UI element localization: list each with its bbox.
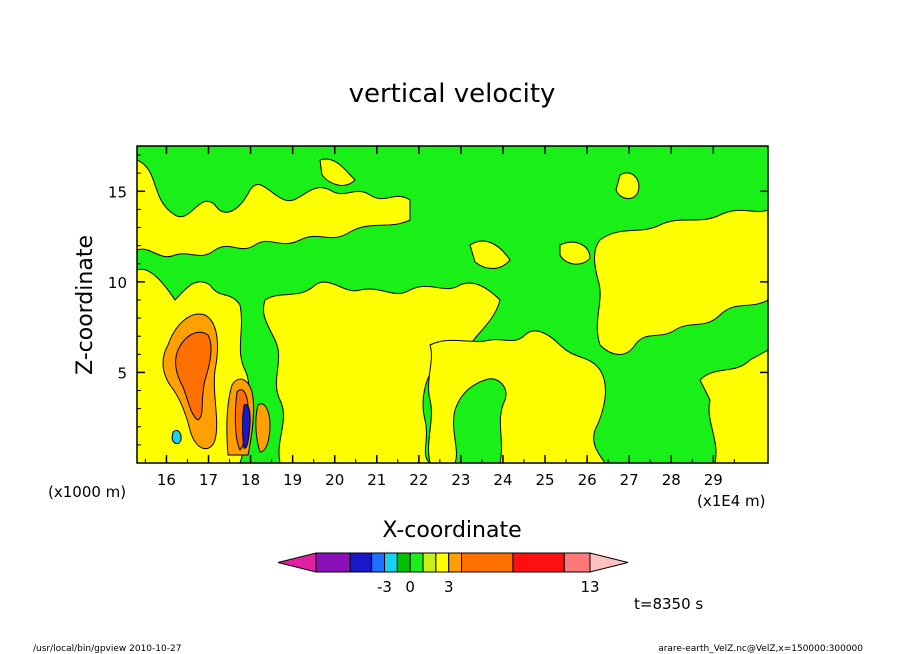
time-label: t=8350 s — [634, 595, 703, 613]
x-axis-label: X-coordinate — [382, 518, 521, 543]
x-tick-label: 27 — [620, 471, 639, 489]
y-axis-label: Z-coordinate — [73, 235, 98, 375]
x-tick-label: 29 — [704, 471, 723, 489]
x-tick-label: 21 — [367, 471, 386, 489]
colorbar-high-arrow — [589, 552, 629, 573]
yellow-region — [428, 330, 606, 463]
x-axis: 16 17 18 19 20 21 22 23 24 25 26 27 28 29 — [144, 146, 735, 489]
x-tick-label: 25 — [535, 471, 554, 489]
yellow-region — [615, 172, 640, 199]
footer-right: arare-earth_VelZ.nc@VelZ,x=150000:300000 — [658, 644, 863, 654]
colorbar-box — [563, 552, 591, 573]
x-unit-left: (x1000 m) — [48, 483, 126, 501]
y-axis: 5 10 15 — [108, 154, 768, 446]
yellow-region — [699, 349, 768, 463]
yellow-region — [594, 209, 768, 355]
footer-left: /usr/local/bin/gpview 2010-10-27 — [33, 644, 181, 654]
colorbar-box — [349, 552, 373, 573]
orange-region — [175, 331, 212, 421]
cyan-region — [171, 429, 182, 445]
chart-title: vertical velocity — [349, 79, 556, 109]
colorbar-box — [396, 552, 411, 573]
colorbar: -3 0 3 13 — [277, 552, 629, 596]
y-tick-label: 10 — [108, 274, 127, 292]
colorbar-box — [384, 552, 398, 573]
x-tick-label: 16 — [157, 471, 176, 489]
yellow-region — [469, 240, 511, 269]
x-tick-label: 26 — [578, 471, 597, 489]
colorbar-box — [461, 552, 514, 573]
x-tick-label: 20 — [325, 471, 344, 489]
colorbar-box — [435, 552, 450, 573]
colorbar-label: 13 — [580, 578, 599, 596]
x-tick-label: 22 — [409, 471, 428, 489]
colorbar-box — [371, 552, 385, 573]
plot-frame — [136, 145, 769, 464]
colorbar-label: 3 — [444, 578, 454, 596]
x-tick-label: 28 — [662, 471, 681, 489]
x-tick-label: 24 — [493, 471, 512, 489]
colorbar-box — [409, 552, 424, 573]
yellow-region — [137, 159, 411, 258]
colorbar-label: 0 — [405, 578, 415, 596]
x-tick-label: 23 — [451, 471, 470, 489]
colorbar-box — [422, 552, 437, 573]
x-tick-label: 17 — [199, 471, 218, 489]
colorbar-low-arrow — [277, 552, 317, 573]
orange-light-region — [255, 403, 271, 453]
blue-region — [242, 403, 251, 449]
x-tick-label: 18 — [241, 471, 260, 489]
y-tick-label: 5 — [117, 364, 127, 382]
y-tick-label: 15 — [108, 183, 127, 201]
colorbar-box — [315, 552, 351, 573]
x-unit-right: (x1E4 m) — [697, 492, 766, 510]
colorbar-box — [512, 552, 565, 573]
colorbar-label: -3 — [377, 578, 392, 596]
colorbar-box — [448, 552, 463, 573]
contour-field — [137, 146, 768, 463]
yellow-region — [559, 241, 591, 265]
yellow-region — [319, 158, 356, 186]
x-tick-label: 19 — [283, 471, 302, 489]
